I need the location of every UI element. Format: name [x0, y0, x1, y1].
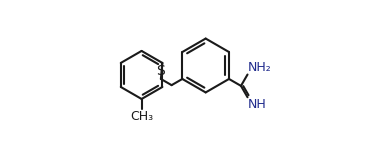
Text: NH: NH — [248, 98, 267, 111]
Text: NH₂: NH₂ — [248, 61, 272, 74]
Text: CH₃: CH₃ — [130, 110, 153, 123]
Text: S: S — [157, 64, 165, 78]
